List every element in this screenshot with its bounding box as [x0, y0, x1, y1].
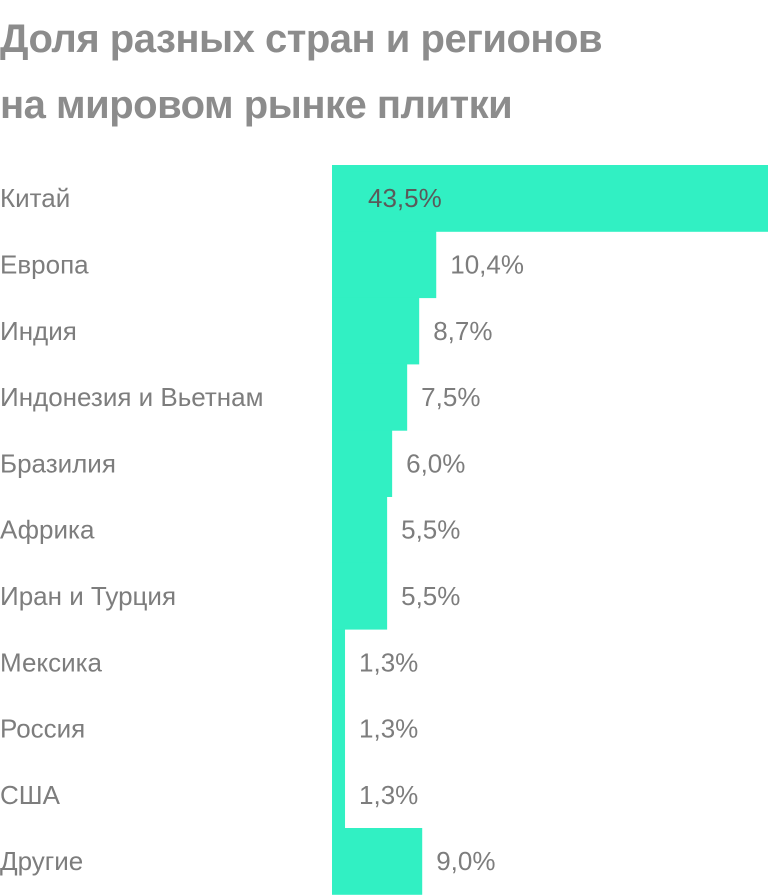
chart-title: Доля разных стран и регионов на мировом …	[0, 6, 768, 138]
value-label: 5,5%	[401, 581, 460, 611]
bar-6	[332, 562, 388, 630]
bar-2	[332, 297, 420, 365]
bar-9	[332, 761, 346, 829]
value-label: 1,3%	[359, 780, 418, 810]
value-label: 10,4%	[450, 249, 524, 279]
value-label: 1,3%	[359, 714, 418, 744]
bar-3	[332, 363, 408, 431]
category-label: Бразилия	[0, 448, 116, 478]
category-label: Европа	[0, 249, 89, 279]
chart-title-line2: на мировом рынке плитки	[0, 83, 513, 127]
bar-5	[332, 496, 388, 564]
bar-8	[332, 695, 346, 763]
category-label: Иран и Турция	[0, 581, 176, 611]
category-label: Африка	[0, 515, 95, 545]
value-label: 1,3%	[359, 647, 418, 677]
category-label: Россия	[0, 714, 85, 744]
value-label: 43,5%	[368, 183, 442, 213]
bar-4	[332, 430, 393, 497]
value-label: 9,0%	[436, 846, 495, 876]
bar-10	[332, 828, 423, 895]
category-label: Китай	[0, 183, 70, 213]
value-label: 6,0%	[406, 448, 465, 478]
category-label: США	[0, 780, 61, 810]
bar-1	[332, 231, 437, 299]
category-label: Индонезия и Вьетнам	[0, 382, 264, 412]
category-label: Другие	[0, 846, 83, 876]
bar-0	[332, 165, 768, 232]
chart-title-line1: Доля разных стран и регионов	[0, 17, 603, 61]
category-label: Индия	[0, 316, 77, 346]
value-label: 7,5%	[421, 382, 480, 412]
category-label: Мексика	[0, 647, 103, 677]
bar-7	[332, 629, 346, 696]
value-label: 5,5%	[401, 515, 460, 545]
value-label: 8,7%	[433, 316, 492, 346]
